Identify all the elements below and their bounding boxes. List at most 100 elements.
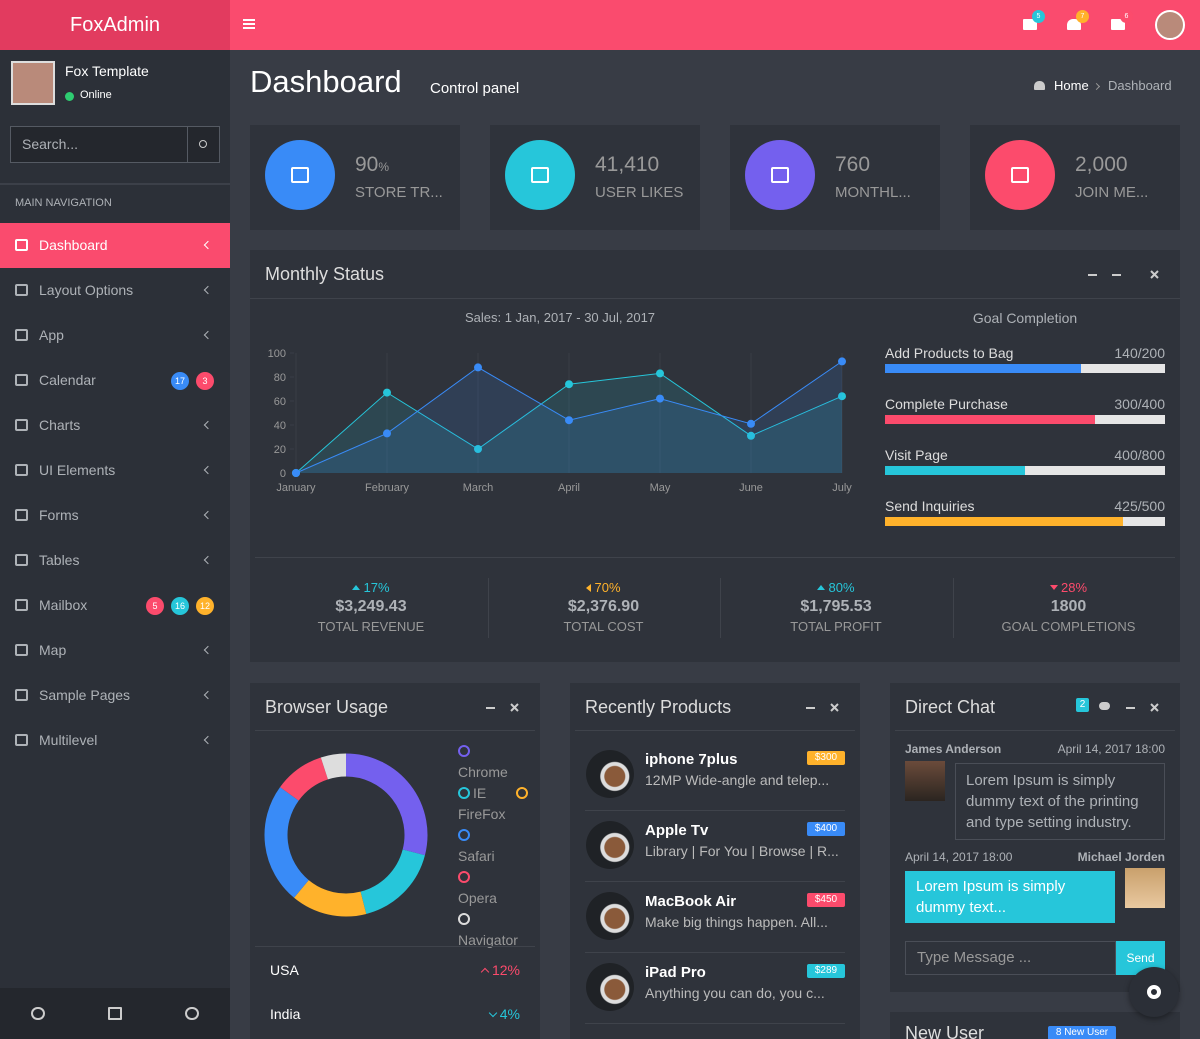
box-title: New User — [905, 1023, 985, 1039]
close-icon — [1150, 270, 1159, 279]
legend-label: IE — [473, 785, 487, 801]
nav-label: Calendar — [39, 372, 96, 388]
send-button[interactable]: Send — [1116, 941, 1165, 975]
nav-badge: 16 — [171, 597, 189, 615]
box-tool-button[interactable] — [1112, 270, 1122, 280]
y-tick-label: 40 — [274, 420, 286, 432]
product-name[interactable]: MacBook Air — [645, 893, 737, 910]
nav-item[interactable]: UI Elements — [0, 448, 230, 493]
nav-item[interactable]: App — [0, 313, 230, 358]
nav-icon — [15, 644, 28, 656]
nav-item[interactable]: Calendar 17 3 — [0, 358, 230, 403]
info-number: 760 — [835, 153, 871, 176]
nav-icon — [15, 329, 28, 341]
nav-item[interactable]: Sample Pages — [0, 673, 230, 718]
nav-item[interactable]: Layout Options — [0, 268, 230, 313]
legend-marker — [458, 745, 470, 757]
legend-label: Safari — [458, 848, 495, 864]
page-title: Dashboard — [250, 64, 402, 99]
change-chevron — [488, 1008, 498, 1018]
stat-change-value: 70% — [594, 580, 621, 595]
chat-avatar — [1125, 868, 1165, 908]
nav-label: Map — [39, 642, 67, 658]
product-name[interactable]: iPad Pro — [645, 964, 706, 981]
stat-amount: 1800 — [1050, 598, 1087, 615]
close-button[interactable] — [1150, 703, 1160, 713]
line-point — [838, 357, 846, 366]
box-tool-button[interactable] — [1088, 270, 1098, 280]
info-icon — [745, 140, 815, 210]
menu-toggle[interactable] — [243, 19, 255, 21]
product-price: $450 — [807, 893, 845, 907]
stat-amount: $1,795.53 — [800, 598, 872, 615]
notification-icon[interactable] — [1111, 19, 1125, 30]
legend-marker — [458, 913, 470, 925]
nav-item[interactable]: Forms — [0, 493, 230, 538]
info-glyph — [291, 167, 309, 183]
close-icon — [1150, 703, 1159, 712]
nav-item[interactable]: Dashboard — [0, 223, 230, 268]
nav-item[interactable]: Mailbox 5 16 12 — [0, 583, 230, 628]
product-image[interactable] — [586, 892, 634, 940]
product-image[interactable] — [586, 750, 634, 798]
info-box: 90% STORE TR... — [250, 125, 460, 230]
direct-chat-box: Direct Chat 2 James Anderson April 14, 2017… — [890, 683, 1180, 992]
change-chevron — [480, 967, 490, 977]
notification-icon[interactable] — [1067, 19, 1081, 30]
box-tool-button[interactable] — [806, 703, 816, 713]
stat-change: 70% — [488, 580, 720, 595]
breadcrumb-icon — [1034, 81, 1045, 90]
breadcrumb-home[interactable]: Home — [1054, 78, 1089, 93]
stat-label: TOTAL PROFIT — [790, 619, 882, 634]
info-icon — [985, 140, 1055, 210]
product-image[interactable] — [586, 821, 634, 869]
stat-amount: $2,376.90 — [567, 598, 640, 615]
legend-label: Opera — [458, 890, 497, 906]
goal-label: Send Inquiries — [885, 498, 975, 514]
info-box: 41,410 USER LIKES — [490, 125, 700, 230]
product-image[interactable] — [586, 963, 634, 1011]
nav-icon — [15, 554, 28, 566]
legend-item: Chrome — [458, 743, 538, 780]
box-title: Recently Products — [585, 697, 732, 717]
nav-chevron — [203, 555, 213, 565]
nav-item[interactable]: Tables — [0, 538, 230, 583]
nav-item[interactable]: Map — [0, 628, 230, 673]
x-tick-label: April — [558, 482, 580, 494]
notification-icon[interactable] — [1023, 19, 1037, 30]
box-tool-button[interactable] — [486, 703, 496, 713]
close-button[interactable] — [510, 703, 520, 713]
product-name[interactable]: iphone 7plus — [645, 751, 738, 768]
search-box[interactable]: Search... — [10, 126, 220, 163]
info-glyph — [531, 167, 549, 183]
nav-item[interactable]: Multilevel — [0, 718, 230, 763]
nav-chevron — [203, 285, 213, 295]
box-tool-button[interactable] — [1126, 703, 1136, 713]
nav-label: Tables — [39, 552, 80, 568]
message-input[interactable]: Type Message ... — [905, 941, 1116, 975]
brand-logo[interactable]: FoxAdmin — [0, 0, 230, 50]
y-tick-label: 80 — [274, 372, 286, 384]
footer-icon[interactable] — [31, 1007, 45, 1020]
line-point — [565, 416, 573, 425]
box-header-line — [575, 730, 855, 731]
nav-item[interactable]: Charts — [0, 403, 230, 448]
settings-button[interactable] — [1129, 967, 1179, 1017]
donut-segment — [360, 849, 425, 914]
legend-item: FireFox — [458, 785, 535, 822]
contacts-button[interactable] — [1099, 702, 1110, 710]
message-bubble: Lorem Ipsum is simply dummy text of the … — [955, 763, 1165, 840]
search-button[interactable] — [187, 127, 219, 162]
country-change-value: 12% — [491, 962, 520, 978]
nav-badge: 12 — [196, 597, 214, 615]
progress-bar — [885, 364, 1081, 373]
y-tick-label: 100 — [268, 348, 286, 360]
top-bar — [230, 0, 1200, 50]
product-name[interactable]: Apple Tv — [645, 822, 709, 839]
footer-icon[interactable] — [185, 1007, 199, 1020]
close-button[interactable] — [1150, 270, 1160, 280]
footer-icon[interactable] — [108, 1007, 122, 1020]
user-avatar[interactable] — [1155, 10, 1185, 40]
line-point — [292, 469, 300, 477]
close-button[interactable] — [830, 703, 840, 713]
